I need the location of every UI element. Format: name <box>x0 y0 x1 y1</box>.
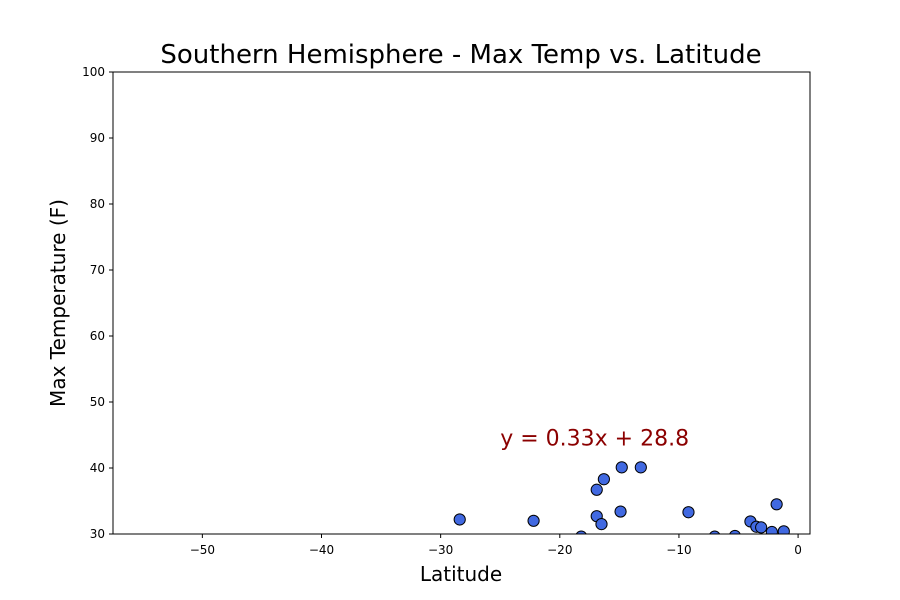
y-tick-label: 50 <box>90 395 105 409</box>
data-point <box>765 525 778 534</box>
y-tick-label: 70 <box>90 263 105 277</box>
data-point <box>527 514 540 527</box>
y-tick-label: 80 <box>90 197 105 211</box>
x-tick-label: −20 <box>547 543 572 557</box>
regression-equation: y = 0.33x + 28.8 <box>500 427 689 452</box>
y-tick-label: 30 <box>90 527 105 541</box>
data-point <box>615 461 628 474</box>
axis-ticks: −50 −40 −30 −20 −10 0 30 40 50 60 70 80 90 100 <box>82 65 802 557</box>
x-tick-label: −10 <box>666 543 691 557</box>
x-tick-label: −30 <box>428 543 453 557</box>
x-tick-label: 0 <box>794 543 802 557</box>
data-point <box>590 483 603 496</box>
data-point <box>770 498 783 511</box>
data-point <box>755 521 768 534</box>
data-point <box>614 505 627 518</box>
data-point <box>634 461 647 474</box>
chart-title: Southern Hemisphere - Max Temp vs. Latit… <box>160 40 761 70</box>
data-point <box>682 506 695 519</box>
y-tick-label: 60 <box>90 329 105 343</box>
data-points <box>453 461 790 534</box>
data-point <box>729 529 741 534</box>
y-tick-label: 100 <box>82 65 105 79</box>
data-point <box>595 518 608 531</box>
y-tick-label: 40 <box>90 461 105 475</box>
x-tick-label: −40 <box>309 543 334 557</box>
data-point <box>453 513 466 526</box>
data-point <box>777 525 790 534</box>
x-axis-title: Latitude <box>420 562 502 586</box>
plot-frame <box>112 71 811 535</box>
x-tick-label: −50 <box>190 543 215 557</box>
data-point <box>709 530 721 534</box>
data-point <box>575 530 587 534</box>
y-tick-label: 90 <box>90 131 105 145</box>
y-axis-title: Max Temperature (F) <box>46 199 70 407</box>
data-point <box>597 473 610 486</box>
